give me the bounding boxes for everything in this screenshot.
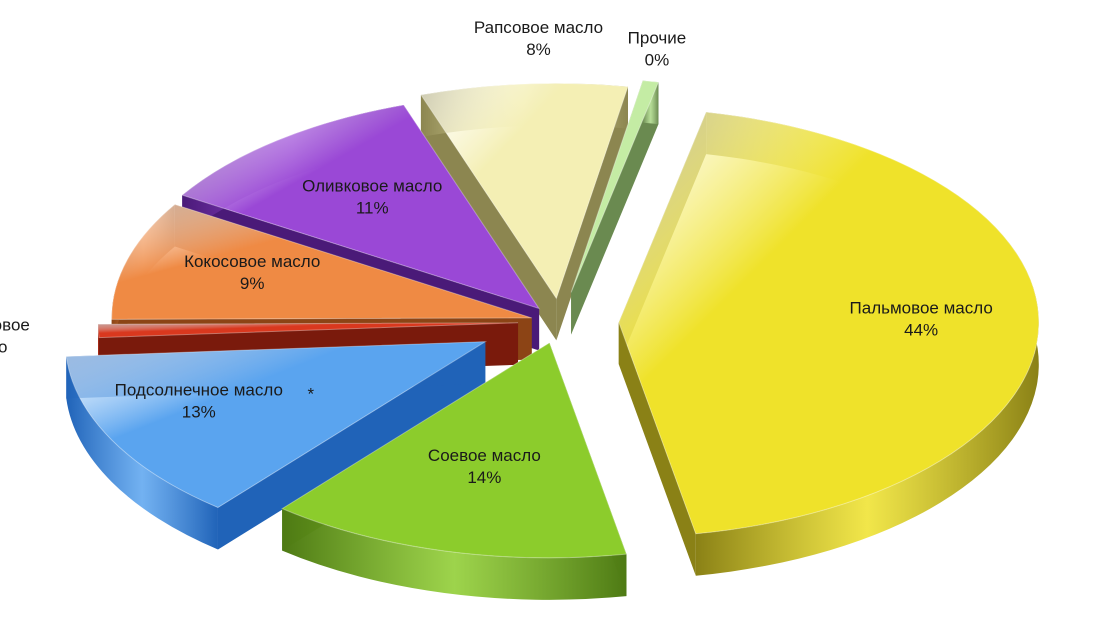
slice-labels: Пальмовое масло 44% Соевое масло 14% Подсолн… [0,18,993,487]
slice-3-top [97,322,519,339]
slice-6-side-a [420,94,557,341]
slice-6-top [420,82,629,300]
slice-6-side-b [556,86,628,341]
slice-tops [65,80,1040,600]
slice-2-label-line-0: Подсолнечное масло [115,381,283,400]
slice-2-side-a [217,341,486,550]
slice-4-label-line-0: Кокосовое масло [184,252,320,271]
slice-6-label-line-0: Рапсовое масло [474,18,603,37]
slice-2-marker: * [307,385,314,404]
slice-3-label-line-0: Арахисовое [0,315,30,334]
slice-1-rim [282,508,627,600]
slice-2-rim [66,356,218,550]
slice-2-label: Подсолнечное масло 13% [115,381,283,422]
slice-5-label: Оливковое масло 11% [302,177,442,218]
slice-7-side-b [571,82,659,335]
slice-0-label-line-1: 44% [904,320,938,339]
slice-7-label-line-0: Прочие [628,28,687,47]
slice-6-label-line-1: 8% [526,40,551,59]
slice-0-label: Пальмовое масло 44% [850,298,993,339]
slice-5-label-line-1: 11% [356,199,389,218]
slice-3-label-line-1: масло [0,337,7,356]
slice-2-top [65,341,488,509]
slice-1 [281,342,628,600]
slice-1-label-line-1: 14% [467,468,501,487]
slice-1-label: Соевое масло 14% [428,446,541,487]
slice-0-top [618,111,1040,535]
slice-1-label-line-0: Соевое масло [428,446,541,465]
slice-7-label: Прочие 0% [628,28,687,69]
slice-7 [570,80,660,335]
slice-2 [65,341,488,550]
slice-6 [420,82,629,341]
slice-1-top [281,342,628,559]
slice-7-top [570,80,660,293]
slice-5-label-line-0: Оливковое масло [302,177,442,196]
slice-4-label-line-1: 9% [240,274,265,293]
slice-6-label: Рапсовое масло 8% [474,18,603,59]
slice-0 [618,111,1040,576]
slice-5-top [181,104,541,310]
slice-0-label-line-0: Пальмовое масло [850,298,993,317]
slice-4-label: Кокосовое масло 9% [184,252,320,293]
slice-4-top [111,203,532,320]
slice-0-side-b [618,322,696,576]
slice-3-label: Арахисовоемасло1% [0,315,30,378]
slice-2-label-line-1: 13% [182,403,216,422]
slice-7-label-line-1: 0% [645,50,670,69]
